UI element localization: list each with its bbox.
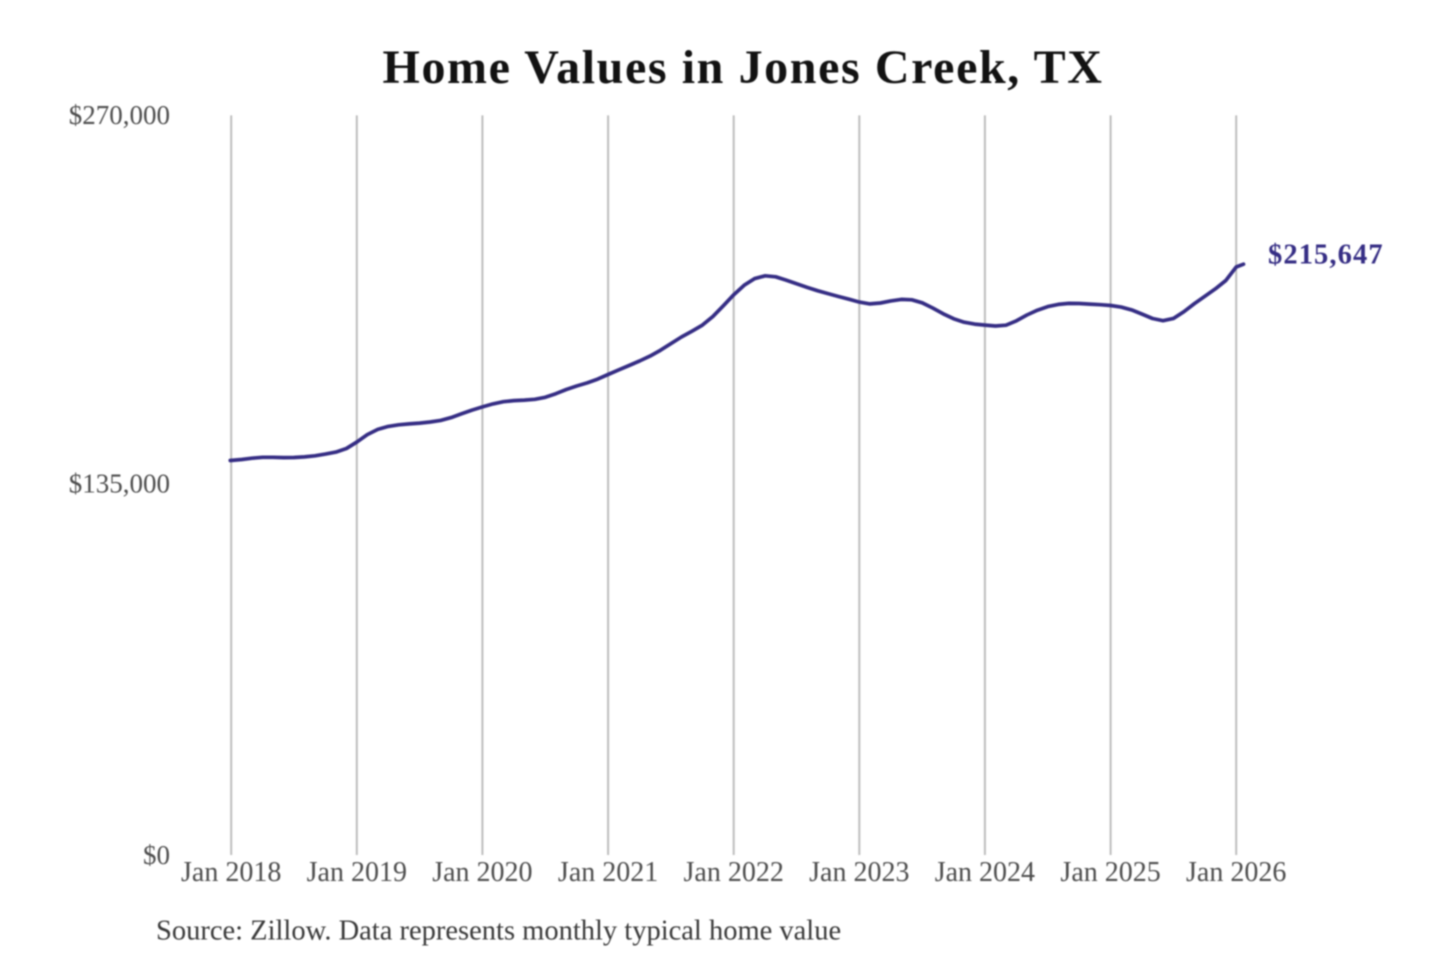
svg-text:$135,000: $135,000: [69, 469, 170, 499]
svg-text:Jan 2025: Jan 2025: [1060, 857, 1160, 888]
svg-text:Source: Zillow. Data represent: Source: Zillow. Data represents monthly …: [156, 916, 841, 947]
svg-text:Jan 2023: Jan 2023: [809, 857, 909, 888]
svg-text:Jan 2022: Jan 2022: [684, 857, 784, 888]
svg-text:Jan 2024: Jan 2024: [935, 857, 1035, 888]
svg-text:Home Values in Jones Creek, TX: Home Values in Jones Creek, TX: [383, 41, 1104, 94]
svg-text:Jan 2018: Jan 2018: [181, 857, 281, 888]
svg-text:Jan 2019: Jan 2019: [307, 857, 407, 888]
svg-text:Jan 2026: Jan 2026: [1186, 857, 1286, 888]
svg-text:$270,000: $270,000: [69, 100, 170, 130]
svg-text:Jan 2021: Jan 2021: [558, 857, 658, 888]
svg-text:$0: $0: [143, 840, 170, 870]
svg-text:$215,647: $215,647: [1268, 240, 1384, 271]
svg-text:Jan 2020: Jan 2020: [432, 857, 532, 888]
